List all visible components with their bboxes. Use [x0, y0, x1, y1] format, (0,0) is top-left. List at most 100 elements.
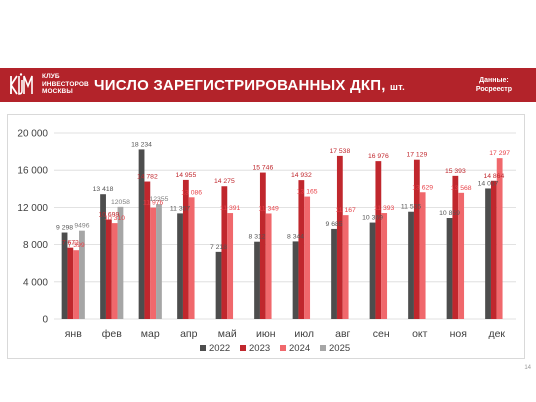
bar-2025-мар: [156, 204, 162, 319]
data-label: 14 955: [175, 172, 196, 179]
legend-label: 2024: [289, 343, 310, 354]
data-label: 8 312: [249, 234, 266, 241]
data-label: 9496: [74, 223, 89, 230]
bar-2024-окт: [419, 192, 426, 319]
data-label: 7 399: [68, 242, 85, 249]
page-title: ЧИСЛО ЗАРЕГИСТРИРОВАННЫХ ДКП, шт.: [94, 77, 405, 94]
x-tick-label: авг: [335, 328, 350, 340]
data-label: 10 310: [104, 215, 125, 222]
bar-2024-сен: [381, 213, 388, 319]
data-source: Данные: Росреестр: [476, 76, 512, 94]
data-label: 12355: [149, 196, 168, 203]
data-label: 10 369: [362, 215, 383, 222]
bar-2022-июл: [292, 241, 299, 319]
legend-label: 2022: [209, 343, 230, 354]
bar-2024-апр: [188, 197, 195, 319]
data-label: 14 932: [291, 172, 312, 179]
data-label: 13 418: [93, 186, 114, 193]
bar-2022-апр: [177, 213, 183, 319]
legend-swatch-2023: [240, 345, 246, 351]
bar-2023-сен: [375, 161, 382, 319]
bar-2023-мар: [144, 181, 151, 319]
legend-swatch-2022: [200, 345, 206, 351]
y-tick-label: 0: [42, 315, 48, 326]
bar-2025-янв: [79, 230, 85, 319]
legend-label: 2023: [249, 343, 270, 354]
x-tick-label: фев: [102, 328, 122, 340]
data-label: 8 344: [287, 233, 304, 240]
bar-2023-июл: [298, 180, 305, 319]
data-label: 15 393: [445, 168, 466, 175]
data-label: 13 165: [297, 189, 318, 196]
x-tick-label: сен: [373, 328, 390, 340]
club-line-1: КЛУБ: [42, 73, 60, 80]
club-line-2: ИНВЕСТОРОВ: [42, 80, 89, 88]
data-label: 9 298: [56, 225, 73, 232]
data-label: 10 859: [439, 210, 460, 217]
bar-2022-июн: [254, 241, 260, 319]
club-line-3: МОСКВЫ: [42, 88, 73, 95]
data-label: 18 234: [131, 141, 152, 148]
data-label: 14 037: [478, 180, 499, 187]
data-label: 14 864: [483, 173, 504, 180]
bar-2024-мар: [150, 207, 157, 319]
legend-swatch-2025: [320, 345, 326, 351]
bar-2022-авг: [331, 228, 337, 319]
title-banner: КЛУБ ИНВЕСТОРОВ МОСКВЫ ЧИСЛО ЗАРЕГИСТРИР…: [0, 68, 536, 102]
bar-2025-фев: [117, 206, 124, 319]
bar-2023-окт: [413, 159, 420, 319]
data-label: 17 538: [329, 148, 350, 155]
data-label: 11 976: [143, 200, 164, 207]
data-label: 14 275: [214, 178, 235, 185]
data-label: 13 629: [412, 184, 433, 191]
page-title-unit: шт.: [389, 82, 405, 93]
bar-2024-фев: [111, 223, 118, 319]
data-label: 11 391: [220, 205, 241, 212]
club-name: КЛУБ ИНВЕСТОРОВ МОСКВЫ: [42, 73, 89, 96]
data-label: 9 685: [326, 221, 343, 228]
legend-label: 2025: [329, 343, 350, 354]
data-label: 16 976: [368, 153, 389, 160]
bar-2023-авг: [336, 155, 343, 319]
y-tick-label: 16 000: [17, 166, 48, 177]
x-tick-label: ноя: [450, 328, 467, 340]
bar-2024-янв: [73, 250, 80, 319]
page-number: 14: [524, 365, 531, 371]
y-tick-label: 12 000: [17, 203, 48, 214]
bar-2024-дек: [496, 158, 503, 319]
x-tick-label: окт: [412, 328, 428, 340]
data-label: 14 782: [137, 174, 158, 181]
data-label: 11 535: [401, 204, 422, 211]
bar-2022-май: [215, 251, 222, 319]
data-label: 11 393: [374, 205, 395, 212]
x-tick-label: май: [218, 328, 237, 340]
x-tick-label: дек: [488, 328, 505, 340]
legend-swatch-2024: [280, 345, 286, 351]
bar-2023-апр: [182, 179, 189, 319]
data-label: 13 568: [451, 185, 472, 192]
x-tick-label: мар: [141, 328, 160, 340]
bar-2023-янв: [67, 247, 74, 319]
data-label: 12058: [111, 199, 130, 206]
x-tick-label: янв: [65, 328, 82, 340]
page-title-text: ЧИСЛО ЗАРЕГИСТРИРОВАННЫХ ДКП,: [94, 77, 386, 94]
x-tick-label: апр: [180, 328, 198, 340]
bar-2022-сен: [369, 222, 376, 319]
bar-2024-май: [227, 213, 234, 319]
bar-2023-ноя: [452, 175, 459, 319]
data-label: 7 672: [62, 240, 79, 247]
data-label: 11 167: [336, 207, 357, 214]
bar-2023-июн: [259, 172, 266, 319]
data-label: 13 086: [181, 189, 202, 196]
y-tick-label: 4 000: [23, 277, 48, 288]
bar-2022-окт: [408, 211, 414, 319]
x-tick-label: июн: [256, 328, 276, 340]
source-label: Данные:: [479, 77, 509, 84]
bar-2022-фев: [100, 194, 106, 319]
data-label: 15 746: [252, 165, 273, 172]
bar-2022-дек: [485, 188, 491, 319]
bar-2023-май: [221, 186, 228, 319]
data-label: 11 357: [170, 205, 191, 212]
